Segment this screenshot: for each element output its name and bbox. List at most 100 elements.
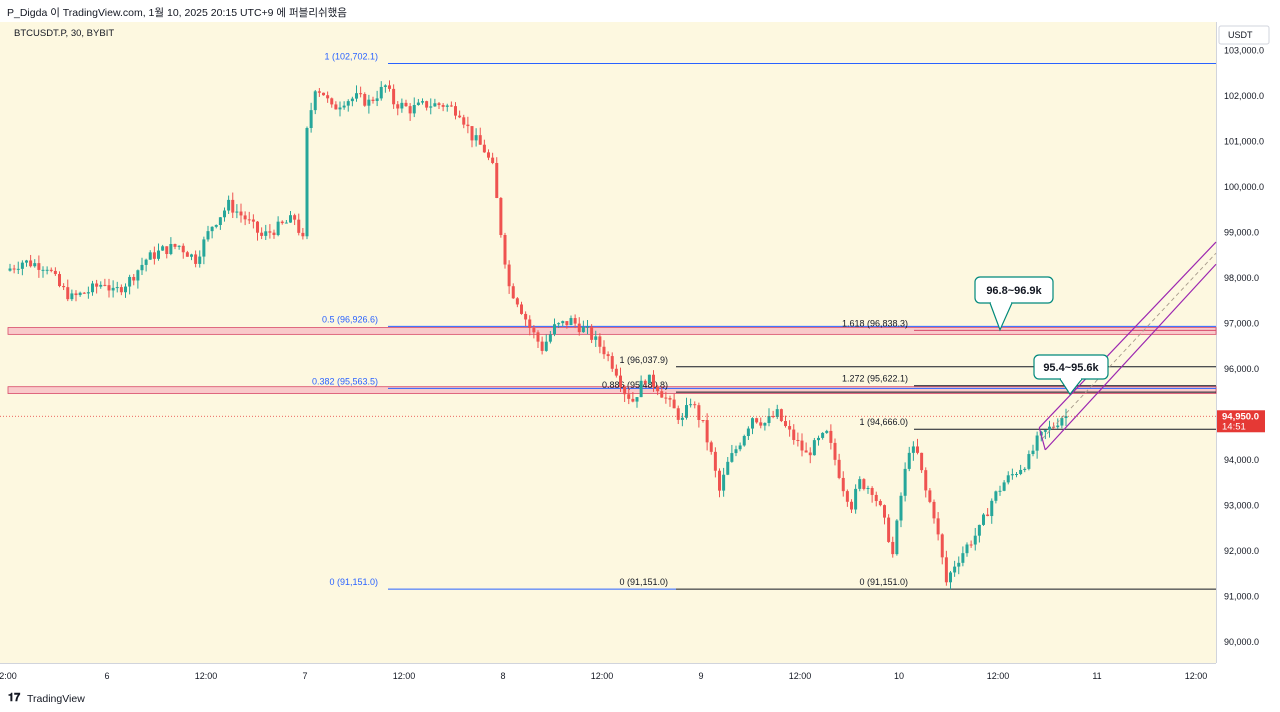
publish-info-bar: P_Digda 이 TradingView.com, 1월 10, 2025 2… bbox=[0, 0, 1280, 22]
time-axis-labels: 2:00 6 12:00 7 12:00 8 12:00 9 12:00 10 12:00 11 12:… bbox=[0, 671, 1207, 681]
candle-body bbox=[293, 215, 297, 220]
candle-body bbox=[25, 260, 28, 263]
candle-body bbox=[458, 115, 462, 118]
candle-body bbox=[1064, 416, 1068, 419]
candle-body bbox=[1015, 474, 1018, 476]
candle-body bbox=[499, 198, 503, 236]
candle-body bbox=[322, 92, 325, 96]
price-tick-label: 102,000.0 bbox=[1224, 91, 1264, 101]
candle-body bbox=[977, 524, 981, 536]
fib-ext2-1272-label: 1.272 (95,622.1) bbox=[842, 374, 908, 384]
publish-info-text: P_Digda 이 TradingView.com, 1월 10, 2025 2… bbox=[7, 7, 347, 19]
candle-body bbox=[524, 313, 528, 320]
last-price-countdown: 14:51 bbox=[1222, 421, 1246, 432]
candle-body bbox=[548, 334, 552, 342]
candle-body bbox=[817, 437, 820, 441]
target-callouts: 96.8~96.9k 95.4~95.6k bbox=[974, 276, 1109, 396]
candle-body bbox=[313, 91, 317, 111]
price-axis-panel[interactable] bbox=[1216, 22, 1280, 688]
time-axis-panel[interactable] bbox=[0, 663, 1216, 688]
candle-body bbox=[660, 391, 664, 398]
candle-body bbox=[239, 211, 243, 216]
time-tick-label: 10 bbox=[894, 671, 904, 681]
fib-ext1-1-label: 1 (96,037.9) bbox=[619, 355, 668, 365]
candle-body bbox=[874, 494, 878, 502]
candle-body bbox=[738, 445, 742, 450]
candle-body bbox=[705, 420, 709, 443]
candle-body bbox=[404, 102, 408, 107]
candle-body bbox=[862, 479, 866, 489]
candle-body bbox=[808, 452, 812, 456]
tradingview-logo-icon[interactable]: 𝟏𝟕 bbox=[8, 692, 21, 704]
candle-body bbox=[928, 490, 932, 502]
candle-body bbox=[157, 250, 160, 259]
price-tick-label: 94,000.0 bbox=[1224, 455, 1259, 465]
candle-body bbox=[124, 286, 127, 293]
candle-body bbox=[532, 328, 536, 333]
candle-body bbox=[932, 501, 936, 519]
candle-body bbox=[425, 101, 429, 108]
fib-retracement-1-label: 1 (102,702.1) bbox=[324, 52, 378, 62]
candle-body bbox=[91, 283, 94, 293]
candle-body bbox=[115, 287, 119, 289]
candle-body bbox=[883, 505, 886, 518]
channel-upper-line bbox=[1038, 241, 1217, 429]
candle-body bbox=[363, 94, 367, 106]
candle-body bbox=[643, 380, 647, 384]
candle-body bbox=[243, 215, 247, 220]
candle-body bbox=[594, 336, 598, 340]
candle-body bbox=[590, 326, 594, 340]
candle-body bbox=[544, 341, 548, 351]
candle-body bbox=[1027, 454, 1031, 469]
time-tick-label: 6 bbox=[104, 671, 109, 681]
candle-body bbox=[528, 319, 532, 329]
price-tick-label: 98,000.0 bbox=[1224, 273, 1259, 283]
candle-body bbox=[693, 404, 697, 406]
candle-body bbox=[317, 91, 321, 93]
candle-body bbox=[66, 287, 70, 300]
target-callout-box[interactable] bbox=[974, 276, 1054, 304]
target-callout-label: 96.8~96.9k bbox=[986, 285, 1042, 297]
candle-body bbox=[652, 374, 655, 387]
chart-background bbox=[0, 22, 1216, 663]
footer-brand[interactable]: TradingView bbox=[27, 693, 85, 705]
candle-body bbox=[70, 293, 74, 300]
candle-body bbox=[429, 106, 433, 108]
candle-body bbox=[973, 535, 977, 545]
candle-body bbox=[392, 88, 396, 105]
candle-body bbox=[235, 211, 239, 213]
target-callout-pointer bbox=[989, 302, 1013, 332]
price-tick-label: 97,000.0 bbox=[1224, 319, 1259, 329]
fib-retracement-05-label: 0.5 (96,926.6) bbox=[322, 314, 378, 324]
channel-left-edge bbox=[1038, 427, 1046, 451]
candle-body bbox=[247, 219, 251, 221]
candle-body bbox=[474, 135, 478, 141]
fib-ext2-1618-label: 1.618 (96,838.3) bbox=[842, 318, 908, 328]
candle-body bbox=[565, 321, 569, 325]
candle-body bbox=[86, 292, 90, 294]
time-tick-label: 8 bbox=[500, 671, 505, 681]
candle-body bbox=[214, 224, 218, 227]
price-chart[interactable]: 1 (102,702.1) 0.5 (96,926.6) 0.382 (95,563… bbox=[0, 22, 1280, 688]
candle-body bbox=[779, 409, 783, 422]
candle-body bbox=[49, 269, 53, 271]
candle-body bbox=[198, 256, 202, 264]
price-tick-label: 92,000.0 bbox=[1224, 546, 1259, 556]
currency-badge[interactable] bbox=[1218, 25, 1270, 45]
candle-body bbox=[746, 428, 750, 437]
candle-body bbox=[454, 106, 457, 116]
candle-body bbox=[899, 495, 903, 521]
candle-body bbox=[1035, 435, 1039, 451]
candle-body bbox=[812, 440, 816, 456]
candle-body bbox=[346, 101, 350, 106]
candle-body bbox=[223, 210, 226, 218]
candle-body bbox=[619, 375, 622, 387]
candle-body bbox=[944, 557, 948, 583]
candle-body bbox=[697, 405, 701, 420]
candle-body bbox=[606, 354, 610, 357]
candle-body bbox=[771, 416, 775, 418]
candle-body bbox=[355, 93, 358, 99]
candle-body bbox=[833, 442, 837, 460]
price-tick-label: 99,000.0 bbox=[1224, 228, 1259, 238]
candle-body bbox=[800, 440, 804, 451]
